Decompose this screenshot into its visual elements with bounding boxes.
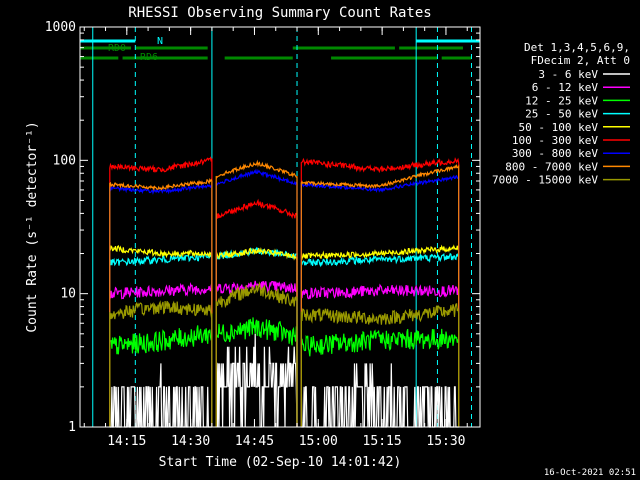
legend-entry: 300 - 800 keV xyxy=(512,147,598,160)
series-5 xyxy=(109,156,460,427)
series-layer xyxy=(109,156,460,428)
series-line xyxy=(300,303,460,427)
series-line xyxy=(215,281,298,427)
series-line xyxy=(300,363,459,428)
series-line xyxy=(300,283,460,427)
legend-entry: 100 - 300 keV xyxy=(512,134,598,147)
legend-header: Det 1,3,4,5,6,9, xyxy=(524,41,630,54)
series-4 xyxy=(109,244,460,427)
x-tick-label: 14:45 xyxy=(235,434,274,449)
flag-label-rd6: RD6 xyxy=(140,52,158,63)
legend-entry: 6 - 12 keV xyxy=(532,81,599,94)
series-line xyxy=(109,325,213,427)
series-line xyxy=(109,300,213,427)
y-axis-label: Count Rate (s⁻¹ detector⁻¹) xyxy=(25,121,40,332)
series-line xyxy=(109,281,213,427)
flag-label-night: N xyxy=(157,36,163,47)
legend-entry: 3 - 6 keV xyxy=(538,68,598,81)
legend-header: FDecim 2, Att 0 xyxy=(531,54,630,67)
series-6 xyxy=(109,168,460,427)
legend-entry: 12 - 25 keV xyxy=(525,94,598,107)
x-axis-label: Start Time (02-Sep-10 14:01:42) xyxy=(159,455,402,470)
y-tick-label: 1 xyxy=(68,420,76,435)
legend-entry: 50 - 100 keV xyxy=(519,121,599,134)
series-line xyxy=(215,168,298,427)
axis-ticks: 14:15 14:30 14:45 15:00 15:15 15:30 1 10 100 1000 xyxy=(45,20,480,449)
x-tick-label: 14:15 xyxy=(107,434,146,449)
series-line xyxy=(300,252,460,427)
series-line xyxy=(300,244,460,427)
x-tick-label: 14:30 xyxy=(171,434,210,449)
flag-label-rd0: RD0 xyxy=(108,43,126,54)
series-line xyxy=(300,328,460,427)
plot-frame xyxy=(79,26,481,428)
series-line xyxy=(215,317,298,427)
series-line xyxy=(215,247,298,427)
x-tick-label: 15:15 xyxy=(363,434,402,449)
series-8 xyxy=(109,281,460,427)
series-line xyxy=(109,183,213,427)
x-tick-label: 15:30 xyxy=(426,434,465,449)
legend: Det 1,3,4,5,6,9,FDecim 2, Att 03 - 6 keV… xyxy=(492,41,630,187)
y-tick-label: 10 xyxy=(60,287,76,302)
series-line xyxy=(109,251,213,427)
y-tick-label: 1000 xyxy=(45,20,76,35)
series-line xyxy=(300,174,460,427)
y-tick-label: 100 xyxy=(53,153,76,168)
series-line xyxy=(215,159,298,427)
footer-date: 16-Oct-2021 02:51 xyxy=(544,468,636,478)
series-line xyxy=(109,156,213,427)
series-line xyxy=(300,157,460,427)
mode-flags: N RD0 RD6 xyxy=(80,36,480,63)
x-tick-label: 15:00 xyxy=(299,434,338,449)
series-line xyxy=(215,198,298,427)
series-line xyxy=(109,363,212,428)
series-line xyxy=(300,163,460,427)
series-line xyxy=(109,244,213,427)
series-7 xyxy=(109,159,460,427)
series-line xyxy=(109,177,213,427)
series-line xyxy=(215,333,298,428)
legend-entry: 25 - 50 keV xyxy=(525,108,598,121)
series-2 xyxy=(109,317,460,427)
legend-entry: 7000 - 15000 keV xyxy=(492,174,598,187)
legend-entry: 800 - 7000 keV xyxy=(505,160,598,173)
chart-title: RHESSI Observing Summary Count Rates xyxy=(128,5,431,21)
